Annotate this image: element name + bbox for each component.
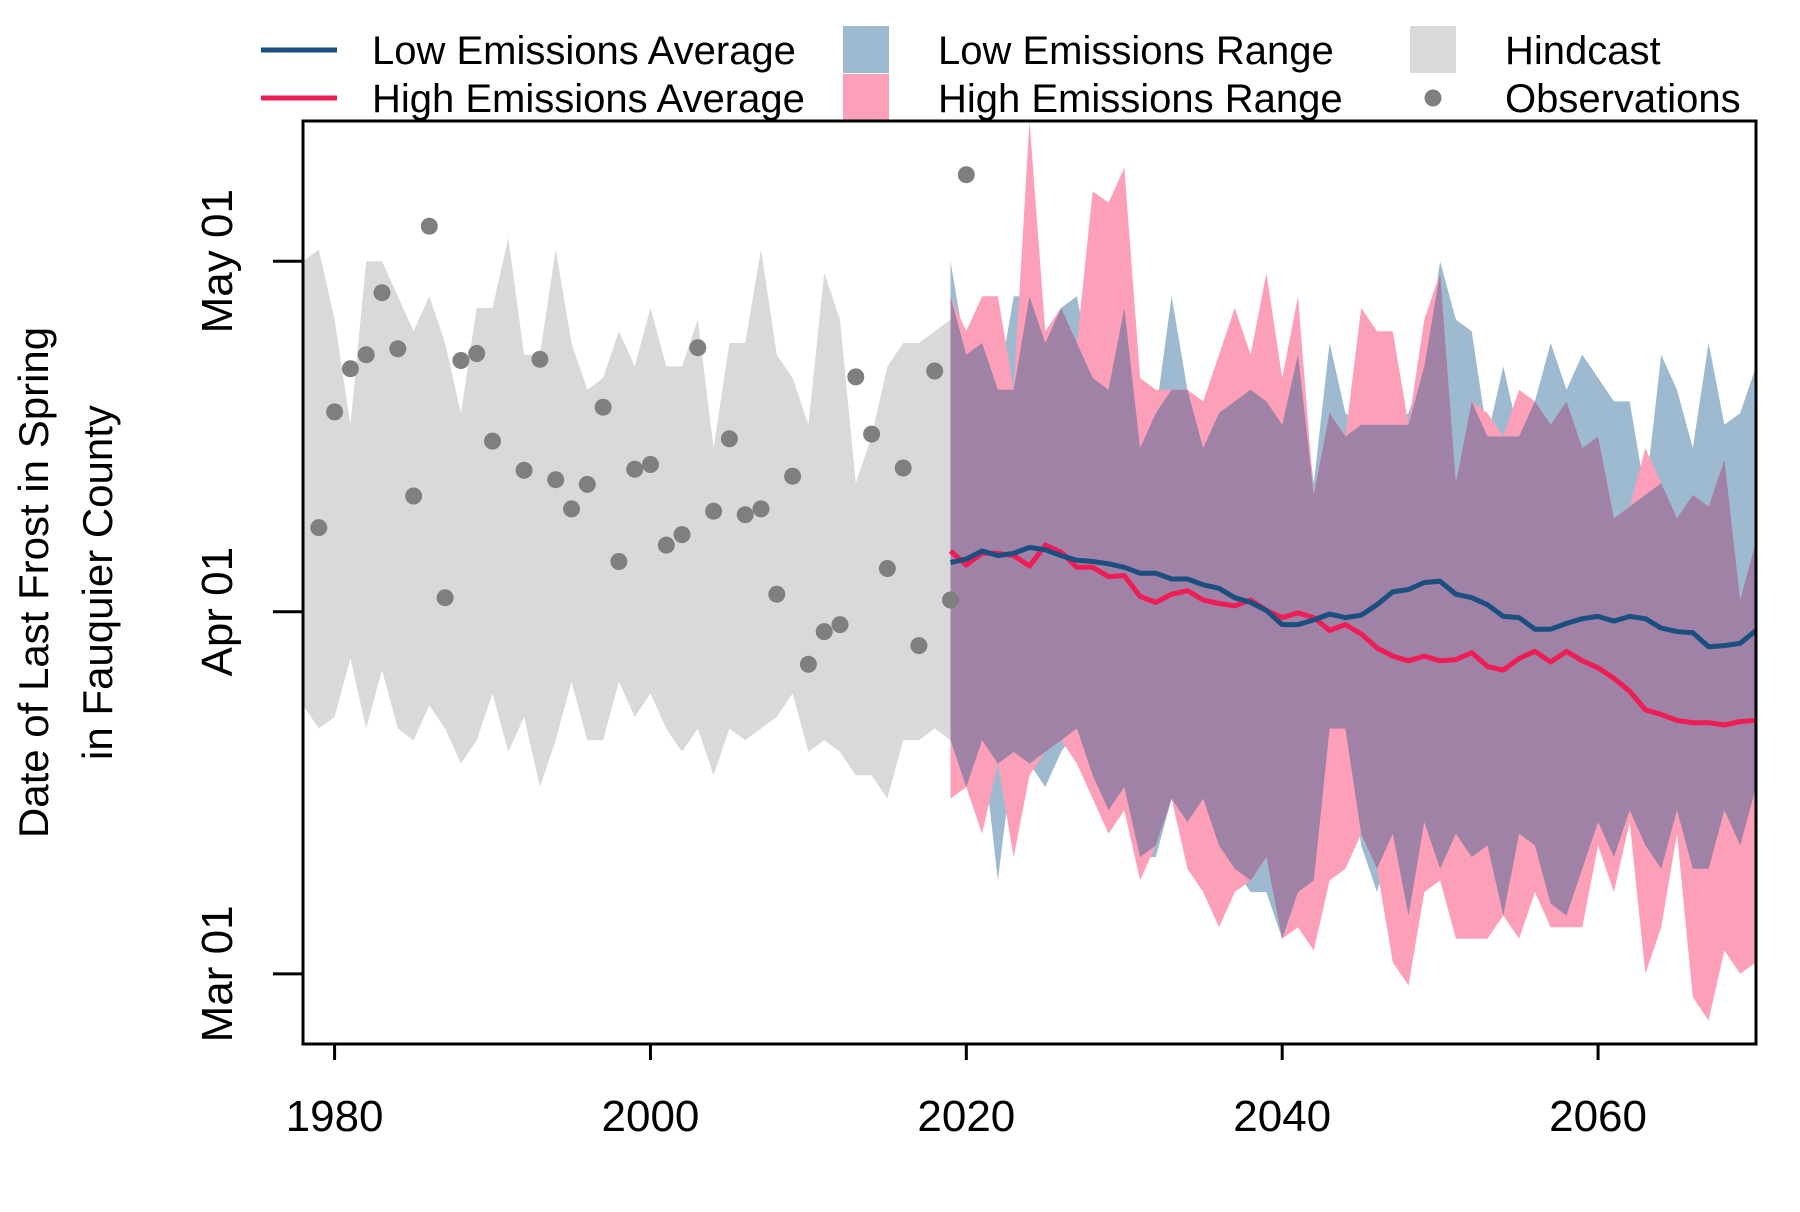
observations-legend-label: Observations [1505,77,1741,121]
observation-point [831,616,849,634]
plot-frame [301,119,1758,1046]
observation-point [673,526,691,544]
observation-point [531,350,549,368]
x-tick-label: 2060 [1549,1092,1647,1141]
x-tick-label: 1980 [286,1092,384,1141]
observation-point [626,460,644,478]
observation-point [578,475,596,493]
y-axis-label: Date of Last Frost in Spring in Fauquier … [10,327,121,838]
x-tick-label: 2000 [602,1092,700,1141]
y-axis-label-line: Date of Last Frost in Spring [10,327,57,838]
observation-point [452,352,470,369]
observation-point [310,519,328,537]
observation-point [894,459,912,477]
observation-point [484,432,501,450]
plot-area [303,121,1756,1021]
observation-point [910,637,928,655]
observation-point [341,360,359,378]
observation-point [784,467,802,485]
low-emissions-average-line [949,544,1756,650]
y-tick-label: Mar 01 [193,905,242,1042]
observations-legend-swatch [1424,89,1442,107]
observation-point [926,362,944,380]
observation-point [436,589,454,607]
overlap-band-layer [950,272,1756,939]
observation-point [389,340,407,358]
observation-point [610,553,628,570]
y-tick-label: May 01 [193,189,242,333]
hindcast-legend-swatch [1410,26,1456,73]
observation-point [420,217,438,235]
observation-point [957,166,975,184]
average-lines-layer [948,542,1756,728]
observation-point [594,398,612,416]
y-axis: Mar 01 Apr 01 May 01 [193,189,303,1042]
observation-point [515,461,533,479]
hindcast-band [303,237,951,799]
observation-point [942,591,959,609]
observation-point [752,500,770,518]
observation-point [326,403,344,421]
observation-point [768,585,786,603]
hindcast-band-layer [303,237,951,799]
observation-point [357,346,375,364]
observation-point [720,430,738,448]
observation-point [863,425,881,443]
observation-point [547,471,565,489]
y-axis-label-line: in Fauquier County [74,405,121,760]
high-avg-legend-label: High Emissions Average [372,77,805,121]
observation-point [468,345,486,362]
observation-point [373,284,391,302]
observation-point [689,339,707,357]
x-tick-label: 2040 [1233,1092,1331,1141]
y-tick-label: Apr 01 [193,547,242,677]
low-range-legend-label: Low Emissions Range [938,29,1334,73]
observation-point [705,502,723,520]
high-emissions-average-line [948,542,1756,728]
hindcast-legend-label: Hindcast [1505,29,1661,73]
x-axis: 1980 2000 2020 2040 2060 [286,1044,1647,1141]
observation-point [657,536,675,554]
observations-layer [310,166,975,673]
x-tick-label: 2020 [917,1092,1015,1141]
observation-point [799,655,817,673]
observation-point [878,560,896,577]
ranges-overlap-band [950,272,1756,939]
observation-point [642,456,659,473]
observation-point [815,623,833,641]
observation-point [563,500,580,518]
observation-point [405,487,423,505]
high-range-legend-label: High Emissions Range [938,77,1343,121]
low-avg-legend-label: Low Emissions Average [372,29,796,73]
observation-point [847,368,865,386]
high-range-legend-swatch [843,74,889,121]
low-range-legend-swatch [843,26,889,73]
observation-point [736,506,754,524]
